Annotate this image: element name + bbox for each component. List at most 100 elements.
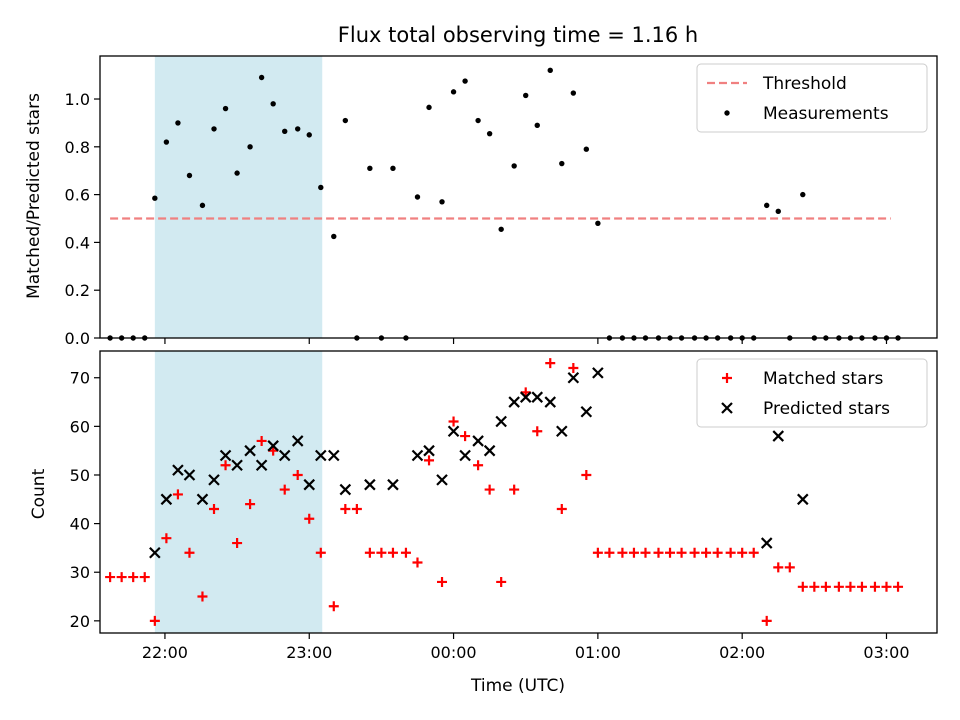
matched-star-point xyxy=(784,562,795,573)
predicted-star-point xyxy=(459,449,471,462)
x-tick-label: 22:00 xyxy=(142,643,188,662)
matched-star-point xyxy=(820,581,831,592)
matched-star-point xyxy=(340,504,351,515)
predicted-star-point xyxy=(183,469,196,481)
measurement-point xyxy=(800,191,806,198)
measurement-point xyxy=(306,132,312,138)
observing-window-band xyxy=(154,56,323,338)
matched-star-point xyxy=(279,484,290,495)
measurement-point xyxy=(186,172,193,179)
predicted-star-point xyxy=(531,391,544,403)
measurement-point xyxy=(234,170,240,176)
matched-star-point xyxy=(581,469,592,480)
matched-star-point xyxy=(628,547,639,558)
predicted-star-point xyxy=(544,396,557,408)
predicted-star-point xyxy=(255,459,268,472)
y-tick-label: 0.2 xyxy=(65,281,90,300)
matched-star-point xyxy=(545,358,556,369)
matched-star-point xyxy=(376,547,387,558)
x-tick-label: 02:00 xyxy=(719,643,765,662)
measurement-point xyxy=(270,101,276,107)
predicted-star-point xyxy=(423,444,435,457)
matched-star-point xyxy=(197,591,208,602)
matched-star-point xyxy=(640,547,651,558)
predicted-star-point xyxy=(436,474,448,486)
bottom-legend: Matched stars Predicted stars xyxy=(696,358,928,428)
legend-label: Threshold xyxy=(762,74,847,94)
matched-star-point xyxy=(893,581,904,592)
axes-frame xyxy=(99,350,938,634)
y-tick-label: 70 xyxy=(70,369,90,388)
matched-star-point xyxy=(364,547,375,558)
predicted-star-point xyxy=(447,425,460,438)
measurement-point xyxy=(439,199,445,205)
measurement-point xyxy=(199,202,206,209)
y-tick-label: 50 xyxy=(70,466,90,485)
measurement-point xyxy=(511,163,517,169)
matched-star-point xyxy=(220,460,231,471)
matched-star-point xyxy=(496,576,507,587)
measurement-point xyxy=(342,117,349,124)
matched-star-point xyxy=(315,547,326,558)
bottom-y-axis-label: Count xyxy=(29,468,49,519)
predicted-star-point xyxy=(278,449,291,462)
predicted-star-point xyxy=(339,483,352,496)
legend-marker xyxy=(722,373,732,383)
measurement-point xyxy=(331,233,337,240)
predicted-star-point xyxy=(315,449,327,462)
legend-label: Measurements xyxy=(763,104,889,124)
axes-frame xyxy=(99,55,938,339)
matched-star-point xyxy=(400,547,411,558)
predicted-star-point xyxy=(495,415,507,428)
matched-star-point xyxy=(737,547,748,558)
top-y-axis-label: Matched/Predicted stars xyxy=(24,93,44,299)
matched-star-point xyxy=(881,581,892,592)
matched-star-point xyxy=(149,615,160,626)
measurement-point xyxy=(318,184,324,191)
measurement-point xyxy=(295,126,301,132)
matched-star-point xyxy=(509,484,520,495)
measurement-point xyxy=(258,74,265,81)
matched-star-point xyxy=(412,557,423,568)
predicted-star-point xyxy=(387,478,399,491)
matched-star-point xyxy=(761,615,772,626)
matched-star-point xyxy=(184,547,195,558)
y-tick-label: 60 xyxy=(70,417,90,436)
matched-star-point xyxy=(232,538,243,549)
measurement-point xyxy=(475,117,481,124)
measurement-point xyxy=(534,122,540,129)
measurement-point xyxy=(559,160,565,167)
matched-star-point xyxy=(833,581,844,592)
matched-star-point xyxy=(116,572,127,583)
matched-star-point xyxy=(424,455,435,466)
measurement-point xyxy=(222,105,229,112)
predicted-star-point xyxy=(772,430,785,442)
matched-star-point xyxy=(665,547,676,558)
predicted-star-point xyxy=(472,435,484,447)
matched-star-point xyxy=(568,363,579,374)
matched-star-point xyxy=(304,513,315,524)
y-tick-label: 0.0 xyxy=(65,329,90,348)
measurement-point xyxy=(152,195,158,201)
y-tick-label: 30 xyxy=(70,563,90,582)
predicted-star-point xyxy=(172,464,184,476)
matched-star-point xyxy=(797,581,808,592)
observing-window-band xyxy=(154,351,323,633)
matched-star-point xyxy=(845,581,856,592)
measurement-point xyxy=(163,139,170,145)
measurement-point xyxy=(414,194,421,200)
bottom-panel: 20 30 40 50 60 70 22:00 23:00 00:00 01:00 02:00 03:… xyxy=(29,350,938,696)
matched-star-point xyxy=(437,576,448,587)
measurement-point xyxy=(523,92,529,99)
matched-star-point xyxy=(604,547,615,558)
top-legend: Threshold Measurements xyxy=(696,63,928,133)
matched-star-point xyxy=(161,533,172,544)
predicted-star-point xyxy=(303,478,316,491)
matched-star-point xyxy=(712,547,723,558)
matched-star-point xyxy=(292,469,303,480)
predicted-star-point xyxy=(567,371,580,384)
matched-star-point xyxy=(856,581,867,592)
predicted-star-point xyxy=(231,459,243,472)
predicted-star-point xyxy=(160,493,173,506)
